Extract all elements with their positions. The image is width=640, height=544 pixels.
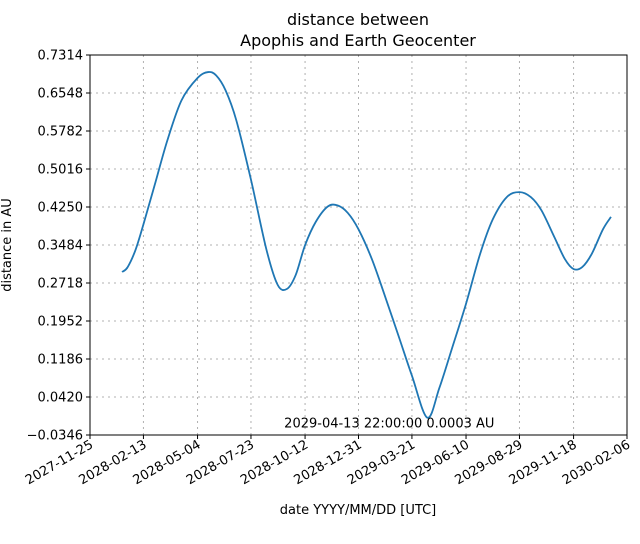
plot-series [121,71,612,419]
y-tick-label: 0.7314 [38,49,84,64]
y-axis-label: distance in AU [0,198,15,292]
y-tick-label: 0.6548 [38,87,84,102]
chart-title-line1: distance between [287,10,429,29]
y-tick-label: 0.5016 [38,163,84,178]
y-tick-label: 0.0420 [38,391,84,406]
y-tick-label: 0.5782 [38,125,84,140]
y-tick-label: 0.4250 [38,201,84,216]
x-axis-label: date YYYY/MM/DD [UTC] [280,503,436,518]
chart-title-line2: Apophis and Earth Geocenter [240,31,476,50]
y-tick-label: 0.3484 [38,239,84,254]
y-tick-label: 0.1186 [38,353,84,368]
y-axis-ticks: −0.0346 0.0420 0.1186 0.1952 0.2718 0.3484 0.4… [27,49,90,444]
y-tick-label: 0.1952 [38,315,84,330]
distance-series-line [121,71,612,419]
min-distance-annotation: 2029-04-13 22:00:00 0.0003 AU [284,417,494,432]
y-tick-label: −0.0346 [27,429,83,444]
y-tick-label: 0.2718 [38,277,84,292]
